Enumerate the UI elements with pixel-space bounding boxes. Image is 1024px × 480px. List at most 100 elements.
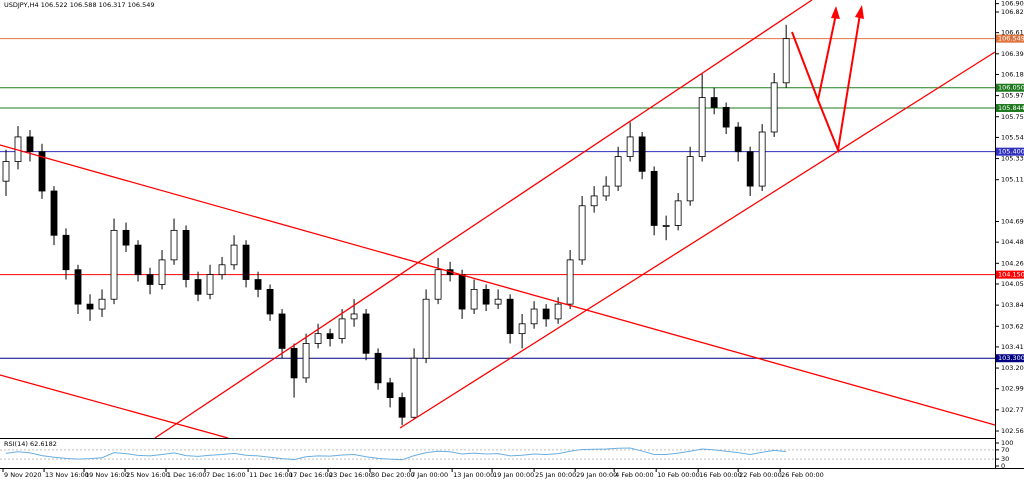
y-tick-label: 103.200	[1001, 364, 1024, 372]
level-tag	[996, 104, 1024, 112]
channel-upper	[154, 0, 813, 439]
rsi-line	[5, 447, 787, 461]
candle-body	[506, 298, 514, 335]
x-tick-label: 30 Dec 20:00	[371, 471, 415, 479]
candle-body	[230, 244, 238, 266]
y-tick-label: 104.690	[1001, 218, 1024, 226]
y-tick-label: 104.480	[1001, 238, 1024, 246]
candle-body	[578, 205, 586, 261]
candle-body	[398, 397, 406, 418]
candle-body	[614, 156, 622, 187]
candle-body	[314, 333, 322, 344]
y-tick-label: 105.115	[1001, 176, 1024, 184]
candle-body	[458, 274, 466, 310]
candle-body	[758, 131, 766, 187]
y-tick-label: 105.755	[1001, 113, 1024, 121]
quote-low: 106.317	[99, 1, 126, 9]
candle-body	[482, 288, 490, 305]
x-tick-label: 4 Feb 00:00	[615, 471, 654, 479]
candle-body	[494, 298, 502, 305]
trend-line	[0, 144, 996, 426]
x-tick-label: 1 Dec 16:00	[167, 471, 207, 479]
candle-body	[158, 259, 166, 285]
quote-high: 106.588	[70, 1, 97, 9]
quote-open: 106.522	[41, 1, 68, 9]
candle-body	[422, 298, 430, 359]
x-tick-label: 10 Feb 00:00	[657, 471, 700, 479]
x-tick-label: 9 Nov 2020	[4, 471, 42, 479]
candle-body	[650, 170, 658, 226]
candle-body	[362, 313, 370, 354]
symbol: USDJPY,H4	[4, 1, 39, 9]
x-tick-label: 25 Jan 00:00	[535, 471, 576, 479]
candle-body	[266, 288, 274, 315]
x-tick-label: 23 Dec 16:00	[329, 471, 373, 479]
candle-body	[734, 126, 742, 153]
x-tick-label: 16 Feb 00:00	[699, 471, 742, 479]
candle-body	[170, 229, 178, 261]
candle-body	[98, 298, 106, 310]
arrow-head	[831, 6, 840, 19]
candle-body	[338, 318, 346, 339]
candle-body	[434, 269, 442, 300]
level-tag	[996, 83, 1024, 92]
rsi-label: RSI(14) 62.6182	[4, 440, 57, 448]
x-tick-label: 17 Dec 16:00	[289, 471, 333, 479]
trend-line	[0, 374, 229, 439]
candle-body	[2, 161, 10, 182]
rsi-tick-label: 0	[1001, 462, 1005, 470]
candle-body	[122, 229, 130, 246]
candle-body	[746, 151, 754, 187]
y-tick-label: 105.970	[1001, 92, 1024, 100]
y-tick-label: 104.265	[1001, 259, 1024, 267]
level-tag	[996, 354, 1024, 363]
y-tick-label: 103.840	[1001, 301, 1024, 309]
y-tick-label: 102.560	[1001, 427, 1024, 435]
candle-body	[290, 347, 298, 379]
candle-body	[374, 352, 382, 384]
candle-body	[242, 244, 250, 280]
rsi-tick-label: 100	[1001, 439, 1013, 447]
chart-title: USDJPY,H4 106.522 106.588 106.317 106.54…	[4, 1, 155, 9]
x-tick-label: 22 Feb 00:00	[739, 471, 782, 479]
candle-body	[722, 107, 730, 128]
level-tag	[996, 270, 1024, 279]
candle-body	[662, 225, 670, 227]
y-tick-label: 105.545	[1001, 133, 1024, 141]
y-tick-label: 106.820	[1001, 8, 1024, 16]
y-tick-label: 102.990	[1001, 385, 1024, 393]
candle-body	[470, 288, 478, 310]
candle-body	[554, 303, 562, 320]
candle-body	[626, 136, 634, 157]
drawings	[0, 0, 996, 439]
x-tick-label: 19 Nov 16:00	[85, 471, 129, 479]
y-tick-label: 106.610	[1001, 29, 1024, 37]
x-tick-label: 19 Jan 00:00	[493, 471, 534, 479]
level-label: 105.844	[998, 104, 1024, 112]
candle-body	[326, 333, 334, 339]
candle-body	[638, 136, 646, 172]
rsi-name: RSI(14)	[4, 440, 28, 448]
candle-body	[590, 195, 598, 207]
level-label: 106.549	[998, 35, 1024, 43]
x-tick-label: 29 Jan 00:00	[576, 471, 617, 479]
candle-body	[110, 229, 118, 300]
candle-body	[146, 274, 154, 285]
channel-lower	[399, 51, 996, 429]
candle-body	[566, 259, 574, 305]
level-label: 106.050	[998, 84, 1024, 92]
arrow-head	[855, 5, 864, 19]
rsi-last: 62.6182	[30, 440, 57, 448]
x-tick-label: 7 Dec 16:00	[206, 471, 246, 479]
candle-body	[386, 382, 394, 398]
candle-body	[698, 97, 706, 157]
candle-body	[278, 313, 286, 349]
candle-body	[710, 97, 718, 108]
forecast-arrow	[817, 13, 861, 154]
level-tag	[996, 34, 1024, 43]
candle-body	[38, 151, 46, 192]
candle-body	[134, 244, 142, 276]
x-tick-label: 7 Jan 00:00	[411, 471, 448, 479]
candle-body	[350, 313, 358, 320]
